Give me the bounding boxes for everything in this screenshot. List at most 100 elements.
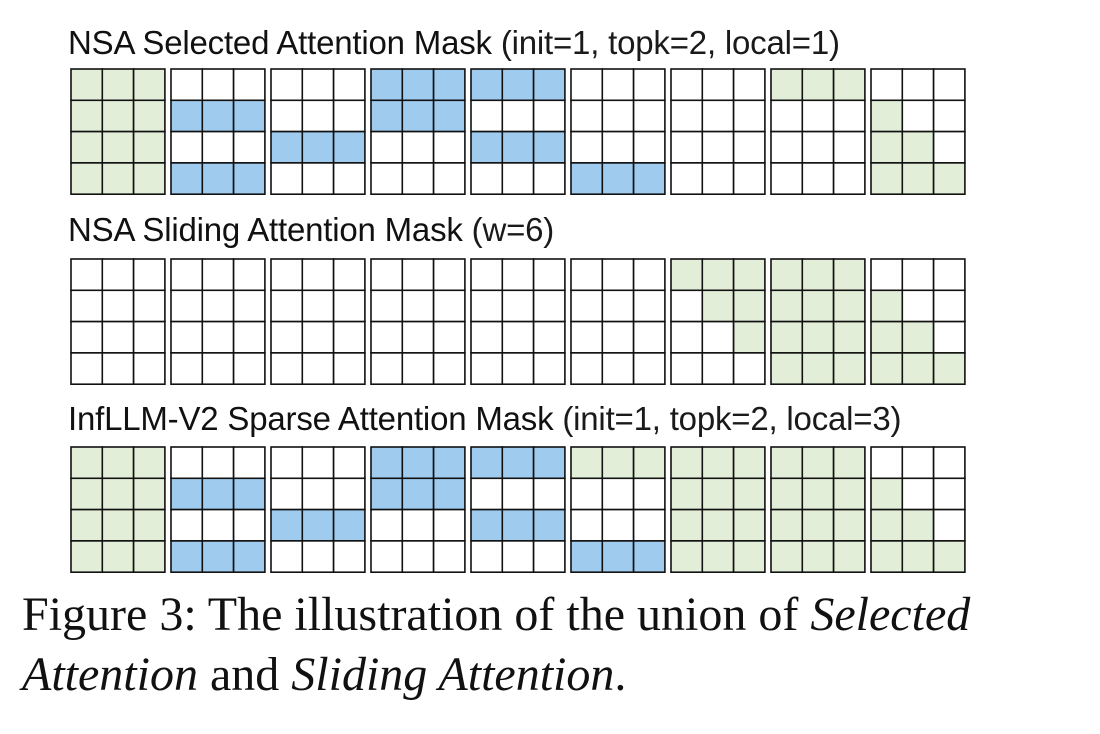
mask-cell <box>870 162 904 195</box>
mask-cell <box>432 289 466 323</box>
mask-cell <box>170 162 204 195</box>
mask-cell <box>901 477 935 511</box>
mask-cell <box>370 446 404 480</box>
mask-cell <box>701 162 735 195</box>
mask-cell <box>632 352 666 385</box>
mask-cell <box>432 68 466 102</box>
mask-cell <box>101 99 135 133</box>
mask-cell <box>101 320 135 354</box>
mask-cell <box>732 320 766 354</box>
mask-cell <box>570 258 604 292</box>
mask-cell <box>270 258 304 292</box>
mask-cell <box>570 352 604 385</box>
mask-cell <box>732 540 766 574</box>
mask-cell <box>132 162 166 195</box>
mask-cell <box>801 162 835 195</box>
caption-end: . <box>614 648 627 701</box>
mask-cell <box>232 162 266 195</box>
mask-cell <box>801 477 835 511</box>
panel-params: (w=6) <box>471 211 555 248</box>
mask-cell <box>832 99 866 133</box>
panel-name: NSA Sliding Attention Mask <box>68 211 463 248</box>
mask-cell <box>532 320 566 354</box>
mask-cell <box>901 446 935 480</box>
mask-block <box>70 446 166 574</box>
mask-cell <box>701 477 735 511</box>
mask-cell <box>270 162 304 195</box>
panel-name: InfLLM-V2 Sparse Attention Mask <box>68 400 554 437</box>
mask-cell <box>232 477 266 511</box>
caption-text-2: and <box>209 648 280 701</box>
mask-cell <box>632 258 666 292</box>
mask-cell <box>470 352 504 385</box>
caption-emphasis-2: Sliding Attention <box>291 648 615 701</box>
mask-cell <box>432 162 466 195</box>
mask-cell <box>732 508 766 542</box>
mask-cell <box>401 508 435 542</box>
mask-cell <box>301 446 335 480</box>
mask-cell <box>270 477 304 511</box>
mask-cell <box>170 68 204 102</box>
mask-cell <box>801 320 835 354</box>
mask-cell <box>270 352 304 385</box>
mask-cell <box>70 446 104 480</box>
panel-params: (init=1, topk=2, local=1) <box>500 24 840 61</box>
mask-cell <box>870 540 904 574</box>
mask-cell <box>332 446 366 480</box>
mask-cell <box>301 258 335 292</box>
mask-cell <box>70 540 104 574</box>
mask-cell <box>170 477 204 511</box>
mask-cell <box>232 258 266 292</box>
mask-cell <box>70 68 104 102</box>
mask-cell <box>932 477 966 511</box>
mask-cell <box>870 68 904 102</box>
mask-cell <box>832 352 866 385</box>
mask-cell <box>532 508 566 542</box>
mask-cell <box>232 508 266 542</box>
mask-cell <box>770 477 804 511</box>
mask-cell <box>232 99 266 133</box>
mask-cell <box>332 477 366 511</box>
mask-cell <box>732 446 766 480</box>
mask-cell <box>270 289 304 323</box>
mask-cell <box>732 68 766 102</box>
mask-cell <box>232 130 266 164</box>
mask-cell <box>901 289 935 323</box>
mask-cell <box>601 68 635 102</box>
mask-cell <box>732 130 766 164</box>
mask-cell <box>701 258 735 292</box>
mask-cell <box>670 477 704 511</box>
mask-cell <box>332 540 366 574</box>
mask-cell <box>701 68 735 102</box>
mask-cell <box>701 446 735 480</box>
mask-cell <box>832 258 866 292</box>
mask-cell <box>870 352 904 385</box>
mask-block <box>570 446 666 574</box>
mask-cell <box>332 162 366 195</box>
mask-block <box>770 446 866 574</box>
caption-text-1: The illustration of the union of <box>207 588 799 641</box>
mask-block <box>270 258 366 385</box>
mask-cell <box>732 258 766 292</box>
mask-cell <box>170 99 204 133</box>
mask-cell <box>832 446 866 480</box>
mask-cell <box>801 68 835 102</box>
mask-cell <box>670 289 704 323</box>
mask-cell <box>170 258 204 292</box>
mask-cell <box>401 258 435 292</box>
mask-cell <box>270 320 304 354</box>
mask-cell <box>432 320 466 354</box>
mask-cell <box>532 68 566 102</box>
mask-cell <box>770 258 804 292</box>
mask-cell <box>670 508 704 542</box>
mask-cell <box>632 320 666 354</box>
mask-block <box>570 258 666 385</box>
mask-cell <box>732 352 766 385</box>
mask-cell <box>832 289 866 323</box>
mask-cell <box>870 320 904 354</box>
mask-cell <box>470 540 504 574</box>
mask-cell <box>770 68 804 102</box>
mask-cell <box>601 446 635 480</box>
mask-block <box>270 446 366 574</box>
